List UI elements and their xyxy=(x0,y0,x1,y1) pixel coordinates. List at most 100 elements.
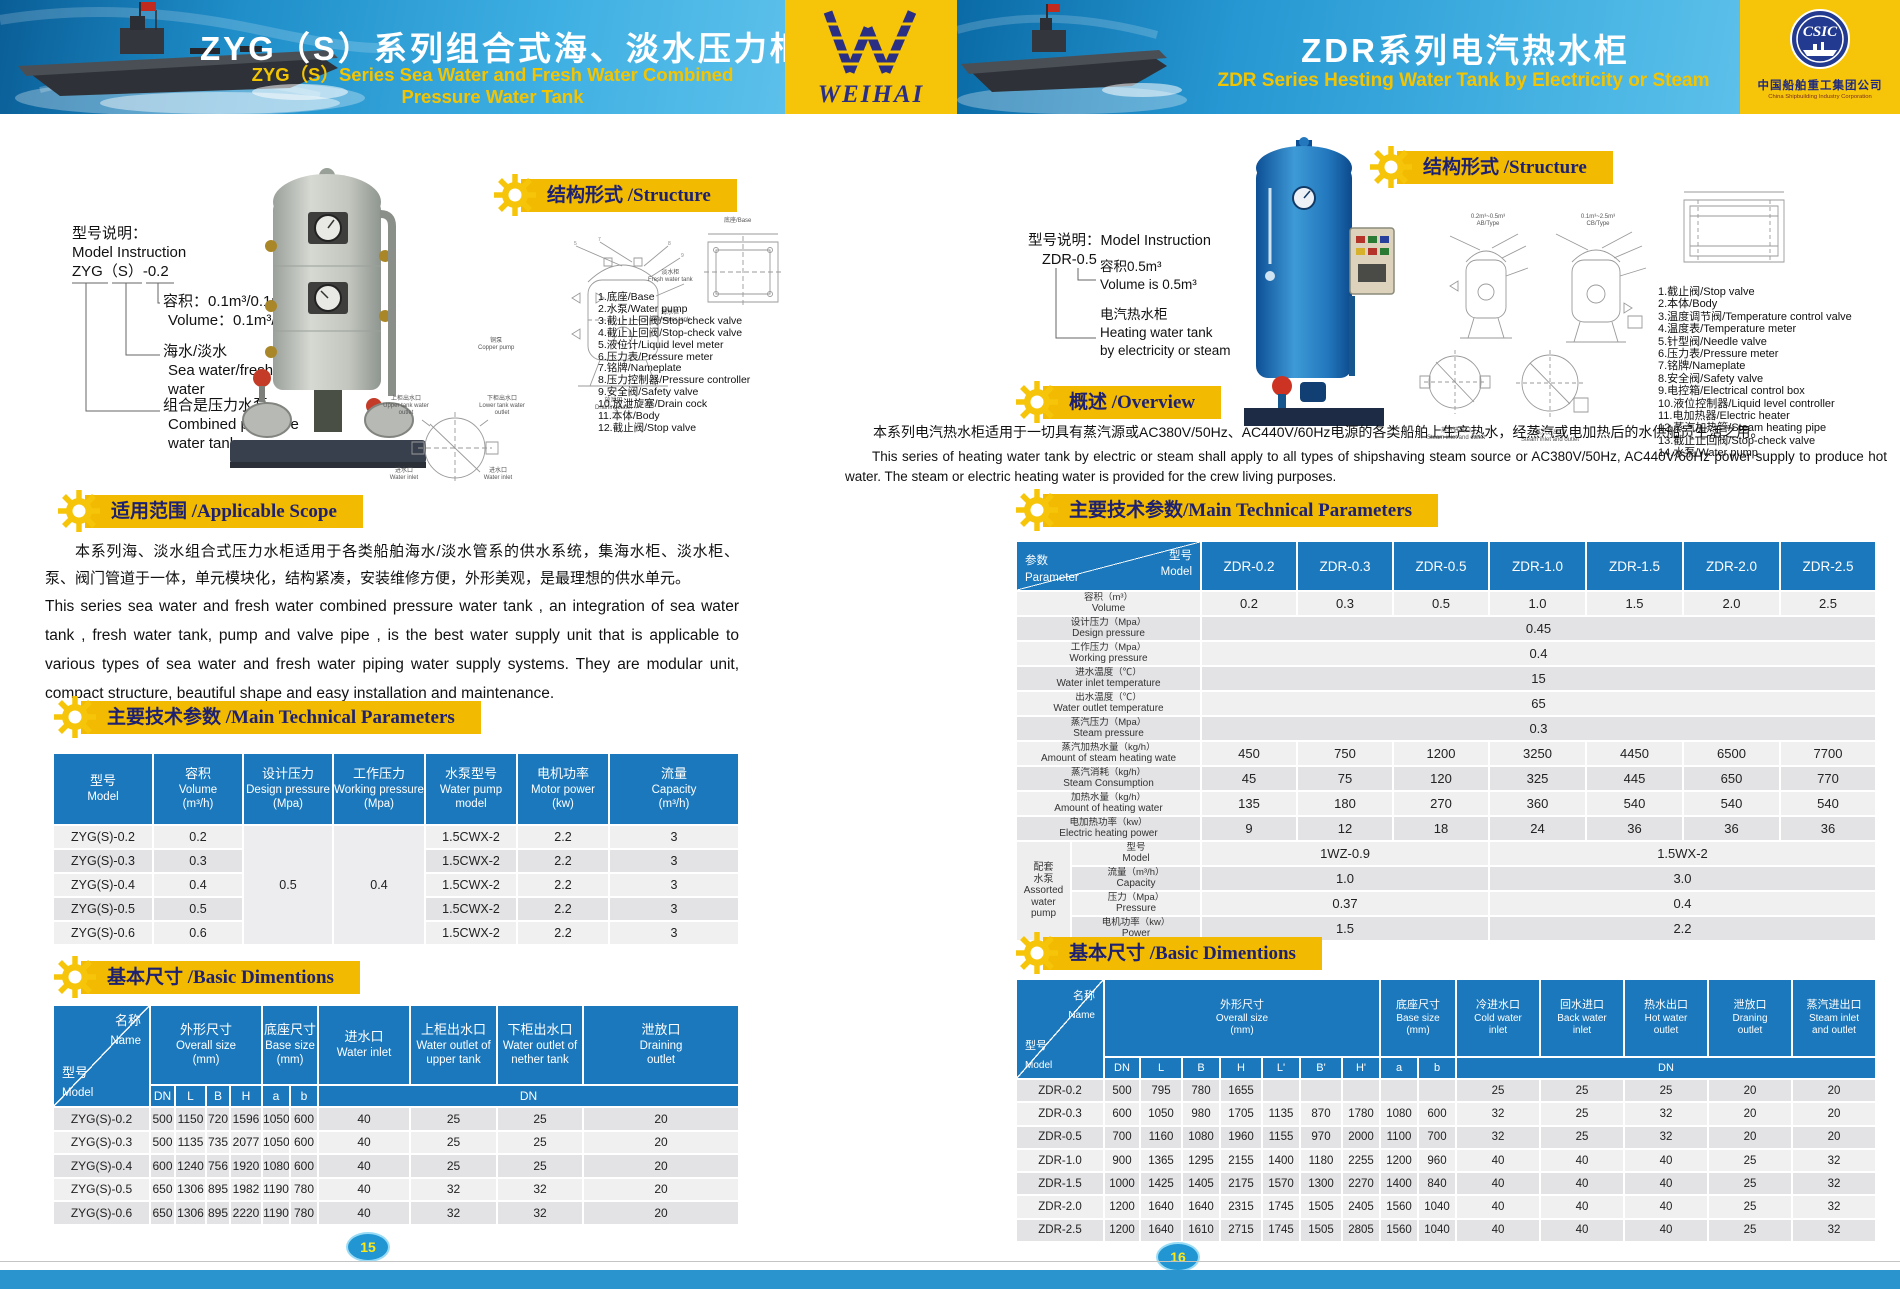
structure-part-item: 2.水泵/Water pump xyxy=(598,302,688,315)
weihai-wordmark: WEIHAI xyxy=(817,81,925,108)
sun-icon xyxy=(58,490,100,532)
structure-part-item: 2.本体/Body xyxy=(1658,298,1718,311)
table-row: 流量（m³/h） Capacity 1.0 3.0 xyxy=(1016,865,1877,892)
table-row: ZYG(S)-0.2 500 1150 720 1596 1050 600 40 25 25 2… xyxy=(52,1106,741,1132)
footer-divider xyxy=(0,1261,1900,1262)
structure-part-item: 11.本体/Body xyxy=(598,410,660,423)
overview-paragraph-cn: 本系列电汽热水柜适用于一切具有蒸汽源或AC380V/50Hz、AC440V/60… xyxy=(873,424,1765,440)
dn-merged-header: DN xyxy=(1455,1056,1877,1080)
overview-paragraph-en: This series of heating water tank by ele… xyxy=(845,449,1887,484)
table-row: ZYG(S)-0.2 0.2 0.5 0.4 1.5CWX-2 2.2 3 xyxy=(52,824,740,946)
sun-icon xyxy=(54,696,96,738)
left-structure-banner: 结构形式 /Structure xyxy=(492,172,737,218)
table-row: 压力（Mpa） Pressure 0.37 0.4 xyxy=(1016,890,1877,917)
svg-text:7: 7 xyxy=(598,237,601,243)
water-inlet-label-1: 进水口 Water inlet xyxy=(389,468,419,481)
left-dims-header-row: 名称 Name 型号 Model 外形尺寸 Overall size (mm) 底座尺寸… xyxy=(52,1004,741,1108)
structure-part-item: 8.压力控制器/Pressure controller xyxy=(598,374,751,387)
footer-band xyxy=(0,1270,1900,1289)
right-plan-drawing xyxy=(1678,188,1790,274)
structure-part-item: 12.蒸汽加热管/Steam heating pipe xyxy=(1658,422,1827,435)
right-bottom-view-a xyxy=(1418,348,1492,426)
table-row: 进水温度（℃） Water inlet temperature 15 xyxy=(1015,665,1877,692)
table-row: ZYG(S)-0.6 0.6 1.5CWX-2 2.2 3 xyxy=(52,920,740,946)
left-dims-banner: 基本尺寸 /Basic Dimentions xyxy=(52,954,360,1000)
aircraft-carrier-photo-left xyxy=(0,2,400,114)
type-a-caption: 0.2m³~0.5m³ AB/Type xyxy=(1470,214,1506,227)
right-front-view-c xyxy=(1542,228,1650,354)
header-left-band: ZYG（S）系列组合式海、淡水压力柜 ZYG（S）Series Sea Wate… xyxy=(0,0,785,114)
table-row: 出水温度（℃） Water outlet temperature 65 xyxy=(1015,690,1877,717)
water-inlet-label-2: 进水口 Water inlet xyxy=(483,468,513,481)
scope-title: 适用范围 /Applicable Scope xyxy=(85,494,363,528)
right-page-number: 16 xyxy=(1156,1242,1200,1272)
right-model-instruction: 型号说明：Model Instruction ZDR-0.5 xyxy=(1028,233,1211,268)
drain-outlet-label: 放泄口 Drainingoutlet xyxy=(595,398,633,411)
right-structure-title: 结构形式 /Structure xyxy=(1397,150,1613,184)
type-c-caption: 0.1m³~2.5m³ CB/Type xyxy=(1580,214,1616,227)
left-model-instruction: 型号说明： Model Instruction ZYG（S）-0.2 xyxy=(72,225,187,280)
table-row: 蒸汽压力（Mpa） Steam pressure 0.3 xyxy=(1015,715,1877,742)
left-front-view-drawing: 5 7 8 9 xyxy=(548,237,698,398)
left-page-subtitle: ZYG（S）Series Sea Water and Fresh Water C… xyxy=(251,64,734,107)
structure-part-item: 1.底座/Base xyxy=(598,291,655,303)
left-model-water-note: 海水/淡水 Sea water/fresh water xyxy=(163,343,274,398)
left-base-plan-drawing xyxy=(698,224,788,316)
left-structure-parts-list: 1.底座/Base 2.水泵/Water pump 3.截止止回阀/Stop-che… xyxy=(598,291,751,435)
right-dims-banner: 基本尺寸 /Basic Dimentions xyxy=(1014,930,1322,976)
heating-water-tank-photo xyxy=(1244,137,1400,426)
table-row: ZYG(S)-0.6 650 1306 895 2220 1190 780 40 32 32 2… xyxy=(52,1200,741,1226)
design-pressure-merged: 0.5 xyxy=(242,824,334,946)
weihai-w-icon xyxy=(816,10,926,74)
structure-part-item: 5.针型阀/Needle valve xyxy=(1658,335,1767,348)
structure-part-item: 6.压力表/Pressure meter xyxy=(1658,348,1779,361)
right-page-title: ZDR系列电汽热水柜 xyxy=(1301,32,1630,69)
table-row: ZYG(S)-0.4 0.4 1.5CWX-2 2.2 3 xyxy=(52,872,740,898)
right-tech-table: 型号 Model 参数 Parameter ZDR-0.2 ZDR-0.3 ZDR-0.… xyxy=(1015,540,1877,942)
table-row: ZYG(S)-0.5 650 1306 895 1982 1190 780 40 32 32 2… xyxy=(52,1176,741,1202)
left-dims-title: 基本尺寸 /Basic Dimentions xyxy=(81,960,360,994)
left-bottom-view-drawing: 上柜出水口 Upper tank water outlet 下柜出水口 Lower … xyxy=(378,396,533,492)
overview-title: 概述 /Overview xyxy=(1043,385,1222,419)
header-right-band: ZDR系列电汽热水柜 ZDR Series Hesting Water Tank… xyxy=(957,0,1740,114)
right-bottom-view-c xyxy=(1510,348,1590,428)
svg-text:9: 9 xyxy=(681,253,684,259)
right-tech-header-row: 型号 Model 参数 Parameter ZDR-0.2 ZDR-0.3 ZDR-0.… xyxy=(1015,540,1877,592)
svg-text:8: 8 xyxy=(668,241,671,247)
left-dims-table: 名称 Name 型号 Model 外形尺寸 Overall size (mm) 底座尺寸… xyxy=(52,1004,741,1226)
right-structure-parts-list: 1.截止阀/Stop valve 2.本体/Body 3.温度调节阀/Tempera… xyxy=(1658,286,1852,460)
sun-icon xyxy=(1370,146,1412,188)
csic-name-cn: 中国船舶重工集团公司 xyxy=(1757,80,1883,92)
left-structure-title: 结构形式 /Structure xyxy=(521,178,737,212)
left-tech-banner: 主要技术参数 /Main Technical Parameters xyxy=(52,694,481,740)
right-model-volume-note: 容积0.5m³ Volume is 0.5m³ xyxy=(1100,259,1197,292)
right-dims-letters-row: DN L B H L' B' H' a b DN xyxy=(1016,1056,1877,1080)
base-plan-label: 底座/Base xyxy=(724,218,752,224)
upper-outlet-label: 上柜出水口 Upper tank water outlet xyxy=(383,396,429,416)
structure-part-item: 11.电加热器/Electric heater xyxy=(1658,410,1790,423)
corner-cell: 型号 Model 参数 Parameter xyxy=(1015,540,1202,592)
table-row: ZDR-1.0 900 1365 1295 2155 1400 1180 2255 1200… xyxy=(1015,1147,1877,1174)
right-structure-banner: 结构形式 /Structure xyxy=(1368,144,1613,190)
right-dims-table: 名称 Name 型号 Model 外形尺寸 Overall size (mm) 底座尺寸… xyxy=(1015,978,1877,1244)
csic-logo-block: CSIC 中国船舶重工集团公司 China Shipbuilding Indus… xyxy=(1740,0,1900,114)
copper-pump-label: 铜泵 Copper pump xyxy=(478,338,515,351)
sea-water-tank-label: 海水柜 Sea water tank xyxy=(650,310,691,323)
right-front-view-a xyxy=(1440,230,1532,350)
working-pressure-merged: 0.4 xyxy=(332,824,426,946)
table-row: 设计压力（Mpa） Design pressure 0.45 xyxy=(1015,615,1877,642)
weihai-logo-block: WEIHAI xyxy=(785,0,957,114)
table-row: ZYG(S)-0.3 500 1135 735 2077 1050 600 40 25 25 2… xyxy=(52,1129,741,1155)
scope-banner: 适用范围 /Applicable Scope xyxy=(56,488,363,534)
structure-part-item: 14.水泵/Water pump xyxy=(1658,447,1758,460)
right-dims-header-row: 名称 Name 型号 Model 外形尺寸 Overall size (mm) 底座尺寸… xyxy=(1015,978,1877,1080)
corner-cell: 名称 Name 型号 Model xyxy=(52,1004,151,1108)
sun-icon xyxy=(1016,932,1058,974)
table-row: ZDR-0.2 500 795 780 1655 25 25 25 20 20 xyxy=(1015,1077,1877,1104)
structure-part-item: 7.铭牌/Nameplate xyxy=(1658,360,1746,373)
right-tech-banner: 主要技术参数/Main Technical Parameters xyxy=(1014,487,1439,533)
corner-cell: 名称 Name 型号 Model xyxy=(1015,978,1105,1080)
left-tech-table: 型号 Model 容积 Volume (m³/h) 设计压力 Design pressu… xyxy=(52,752,740,946)
right-model-connector-lines xyxy=(1048,268,1178,353)
structure-part-item: 13.截止止回阀/Stop-check valve xyxy=(1658,434,1816,447)
